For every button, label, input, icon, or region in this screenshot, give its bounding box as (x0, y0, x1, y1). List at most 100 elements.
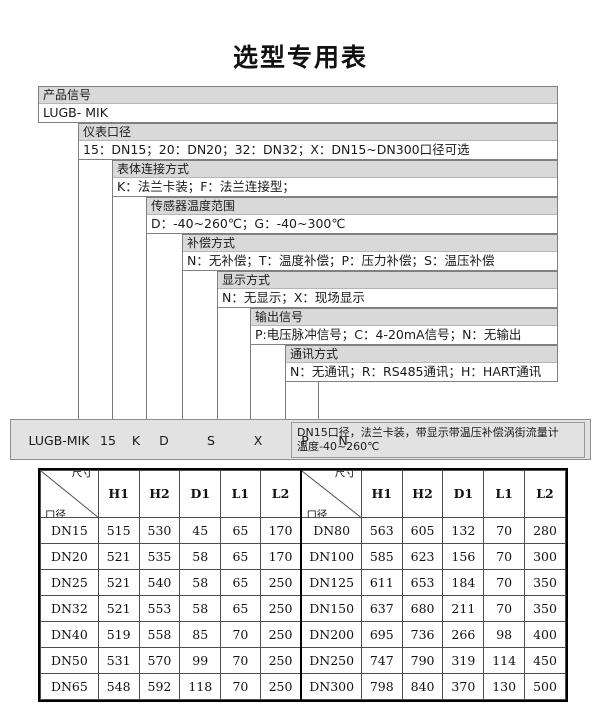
dimension-cell-h2: 530 (138, 517, 181, 544)
summary-code-4: D (159, 433, 169, 448)
code-block-1: 产品信号 LUGB- MIK (38, 86, 558, 123)
dimension-cell-d1: 211 (442, 595, 485, 622)
summary-code-1: LUGB-MIK (28, 433, 90, 448)
dimension-tables: 尺寸 口径 H1 H2 D1 L1 L2 尺寸 口径 H1 H2 D1 L1 L2 DN15 515 530 45… (38, 468, 568, 706)
dimension-col-header-left-l2: L2 (259, 470, 302, 518)
summary-code-6: X (253, 433, 263, 448)
connector-line-tail (318, 381, 319, 419)
page-title: 选型专用表 (232, 43, 368, 72)
dimension-cell-l2: 350 (524, 569, 566, 596)
dimension-cell-h2: 535 (138, 543, 181, 570)
dimension-cell-l2: 250 (259, 673, 302, 700)
code-block-value-5: N：无补偿；T：温度补偿；P：压力补偿；S：温压补偿 (183, 252, 557, 270)
dimension-cell-dn: DN25 (40, 569, 99, 596)
dimension-cell-dn: DN50 (40, 647, 99, 674)
code-block-5: 补偿方式 N：无补偿；T：温度补偿；P：压力补偿；S：温压补偿 (182, 234, 558, 271)
dimension-col-header-left-h1: H1 (97, 470, 140, 518)
dimension-cell-dn: DN200 (300, 621, 362, 648)
dimension-cell-h1: 585 (360, 543, 403, 570)
dimension-cell-l2: 250 (259, 595, 302, 622)
code-block-header-3: 表体连接方式 (113, 161, 557, 178)
dimension-table-row: DN15 515 530 45 65 170 DN80 563 605 132 70 280 (40, 517, 566, 544)
dimension-col-header-right-h1: H1 (360, 470, 403, 518)
dimension-cell-dn: DN20 (40, 543, 99, 570)
code-block-value-8: N：无通讯；R：RS485通讯；H：HART通讯 (286, 363, 557, 381)
dimension-cell-l2: 300 (524, 543, 566, 570)
dimension-col-header-right-h2: H2 (401, 470, 444, 518)
dimension-cell-dn: DN32 (40, 595, 99, 622)
dimension-col-header-left-h2: H2 (138, 470, 181, 518)
dimension-cell-l1: 70 (220, 673, 261, 700)
dimension-cell-dn: DN40 (40, 621, 99, 648)
dimension-cell-l1: 98 (483, 621, 526, 648)
dimension-header-row: 尺寸 口径 H1 H2 D1 L1 L2 尺寸 口径 H1 H2 D1 L1 L2 (40, 470, 566, 518)
dimension-table-row: DN40 519 558 85 70 250 DN200 695 736 266 98 400 (40, 621, 566, 648)
code-block-value-7: P:电压脉冲信号；C：4-20mA信号；N：无输出 (251, 326, 557, 344)
dimension-cell-l1: 70 (220, 621, 261, 648)
dimension-table-row: DN50 531 570 99 70 250 DN250 747 790 319 114 450 (40, 647, 566, 674)
dimension-cell-h1: 521 (97, 569, 140, 596)
dimension-cell-d1: 319 (442, 647, 485, 674)
dimension-cell-l1: 70 (483, 543, 526, 570)
dimension-col-header-right-l1: L1 (483, 470, 526, 518)
dimension-cell-l2: 250 (259, 621, 302, 648)
dimension-cell-h1: 637 (360, 595, 403, 622)
dimension-table-row: DN32 521 553 58 65 250 DN150 637 680 211 70 350 (40, 595, 566, 622)
dimension-cell-h2: 680 (401, 595, 444, 622)
dimension-table-outer: 尺寸 口径 H1 H2 D1 L1 L2 尺寸 口径 H1 H2 D1 L1 L2 DN15 515 530 45… (38, 468, 568, 702)
dimension-cell-d1: 58 (179, 595, 222, 622)
dimension-cell-d1: 85 (179, 621, 222, 648)
dimension-cell-h2: 540 (138, 569, 181, 596)
code-block-7: 输出信号 P:电压脉冲信号；C：4-20mA信号；N：无输出 (250, 308, 558, 345)
dimension-cell-l2: 250 (259, 647, 302, 674)
dimension-cell-d1: 99 (179, 647, 222, 674)
code-block-6: 显示方式 N：无显示；X：现场显示 (217, 271, 558, 308)
dimension-cell-l2: 170 (259, 517, 302, 544)
dimension-cell-l1: 65 (220, 517, 261, 544)
dimension-corner-cell-left: 尺寸 口径 (40, 470, 99, 518)
dimension-cell-h2: 605 (401, 517, 444, 544)
summary-code-bar: DN15口径，法兰卡装，带显示带温压补偿涡街流量计 温度-40~260℃ LUG… (10, 419, 591, 460)
code-block-header-8: 通讯方式 (286, 346, 557, 363)
connector-line-7 (285, 381, 286, 419)
dimension-cell-dn: DN250 (300, 647, 362, 674)
dimension-cell-h2: 570 (138, 647, 181, 674)
code-block-value-6: N：无显示；X：现场显示 (218, 289, 557, 307)
dimension-cell-l2: 250 (259, 569, 302, 596)
code-block-value-1: LUGB- MIK (39, 104, 557, 122)
dimension-cell-dn: DN125 (300, 569, 362, 596)
dimension-cell-h1: 519 (97, 621, 140, 648)
diagonal-divider-icon (303, 471, 361, 517)
dimension-col-header-left-l1: L1 (220, 470, 261, 518)
dimension-col-header-right-d1: D1 (442, 470, 485, 518)
dimension-cell-dn: DN300 (300, 673, 362, 700)
dimension-cell-l1: 70 (483, 595, 526, 622)
dimension-cell-h2: 736 (401, 621, 444, 648)
dimension-cell-d1: 58 (179, 569, 222, 596)
dimension-table-row: DN20 521 535 58 65 170 DN100 585 623 156 70 300 (40, 543, 566, 570)
code-block-value-2: 15：DN15；20：DN20；32：DN32；X：DN15~DN300口径可选 (79, 141, 557, 159)
dimension-col-header-left-d1: D1 (179, 470, 222, 518)
connector-line-6 (250, 344, 251, 419)
connector-line-4 (182, 270, 183, 419)
dimension-cell-h1: 521 (97, 595, 140, 622)
dimension-cell-d1: 118 (179, 673, 222, 700)
dimension-cell-d1: 370 (442, 673, 485, 700)
dimension-cell-d1: 58 (179, 543, 222, 570)
code-block-2: 仪表口径 15：DN15；20：DN20；32：DN32；X：DN15~DN300… (78, 123, 558, 160)
code-block-value-3: K：法兰卡装；F：法兰连接型； (113, 178, 557, 196)
dimension-table-row: DN65 548 592 118 70 250 DN300 798 840 370 130 500 (40, 673, 566, 700)
dimension-corner-cell-right: 尺寸 口径 (300, 470, 362, 518)
connector-line-5 (217, 307, 218, 419)
dimension-cell-l1: 70 (483, 569, 526, 596)
summary-code-2: 15 (100, 433, 116, 448)
dimension-cell-dn: DN15 (40, 517, 99, 544)
dimension-cell-dn: DN80 (300, 517, 362, 544)
code-block-3: 表体连接方式 K：法兰卡装；F：法兰连接型； (112, 160, 558, 197)
code-block-header-1: 产品信号 (39, 87, 557, 104)
code-block-header-2: 仪表口径 (79, 124, 557, 141)
dimension-cell-l2: 400 (524, 621, 566, 648)
dimension-cell-dn: DN150 (300, 595, 362, 622)
summary-description-box: DN15口径，法兰卡装，带显示带温压补偿涡街流量计 温度-40~260℃ (291, 422, 585, 458)
dimension-cell-d1: 132 (442, 517, 485, 544)
